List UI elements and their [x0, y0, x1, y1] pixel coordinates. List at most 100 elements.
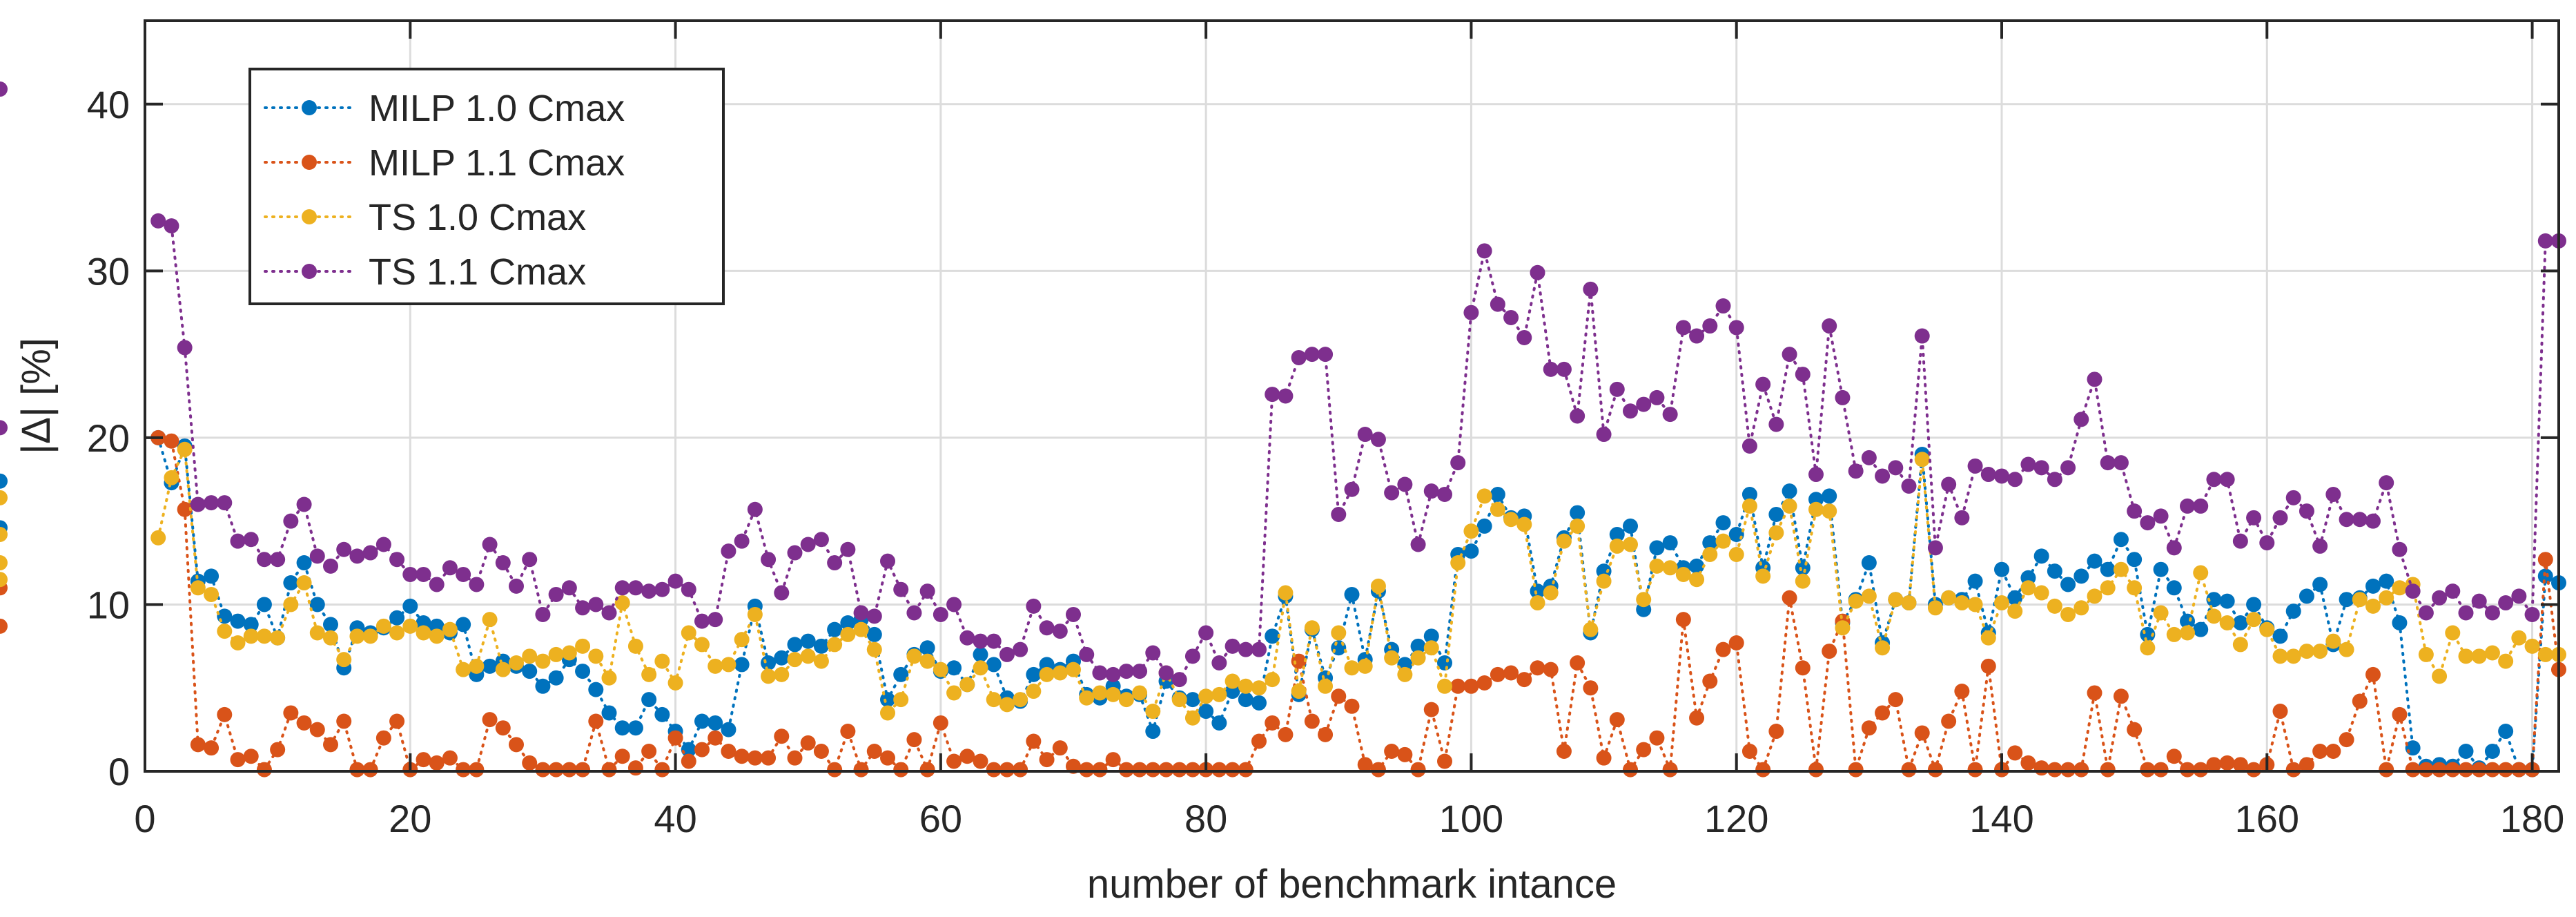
y-tick-label: 20 — [87, 416, 130, 460]
data-point — [1689, 710, 1705, 726]
data-point — [2113, 532, 2129, 548]
data-point — [1649, 558, 1665, 574]
data-point — [880, 553, 895, 569]
data-point — [1171, 672, 1187, 688]
data-point — [2087, 588, 2102, 604]
data-point — [2193, 565, 2209, 581]
data-point — [1596, 573, 1612, 589]
data-point — [2047, 472, 2062, 488]
data-point — [973, 633, 988, 649]
data-point — [2432, 590, 2448, 606]
data-point — [1822, 644, 1837, 659]
data-point — [2471, 762, 2487, 778]
data-point — [2100, 762, 2116, 778]
data-point — [1795, 560, 1811, 576]
data-point — [164, 433, 179, 449]
data-point — [933, 715, 948, 731]
data-point — [1848, 593, 1864, 609]
data-point — [959, 677, 975, 693]
data-point — [1224, 673, 1240, 689]
data-point — [2524, 638, 2540, 654]
data-point — [217, 495, 233, 511]
data-point — [1941, 476, 1957, 492]
data-point — [1649, 389, 1665, 405]
data-point — [667, 730, 683, 746]
x-tick-label: 80 — [1184, 797, 1227, 840]
data-point — [1437, 753, 1452, 769]
data-point — [1105, 666, 1121, 682]
data-point — [1118, 692, 1134, 708]
x-tick-label: 60 — [919, 797, 962, 840]
data-point — [1662, 407, 1678, 423]
data-point — [429, 628, 445, 644]
data-point — [2219, 593, 2235, 609]
data-point — [2180, 625, 2195, 641]
data-point — [1530, 264, 1545, 280]
data-point — [1490, 666, 1505, 682]
data-point — [708, 612, 723, 628]
data-point — [1291, 653, 1307, 669]
data-point — [204, 495, 219, 511]
data-point — [1052, 665, 1068, 681]
data-point — [362, 628, 378, 644]
data-point — [1039, 620, 1055, 636]
data-point — [0, 490, 8, 505]
data-point — [1238, 762, 1253, 778]
data-point — [1437, 487, 1452, 503]
data-point — [2206, 757, 2222, 773]
data-point — [1013, 692, 1028, 708]
data-point — [2484, 762, 2500, 778]
data-point — [217, 624, 233, 639]
data-point — [654, 653, 670, 669]
data-point — [800, 735, 816, 751]
data-point — [1768, 724, 1784, 740]
data-point — [1238, 678, 1253, 694]
data-point — [1861, 588, 1877, 604]
data-point — [2007, 472, 2023, 488]
data-point — [774, 650, 790, 666]
data-point — [1158, 665, 1174, 681]
data-point — [853, 605, 869, 621]
data-point — [323, 737, 338, 753]
data-point — [296, 496, 312, 512]
data-point — [1570, 518, 1585, 534]
data-point — [973, 753, 988, 769]
data-point — [2352, 693, 2368, 709]
data-point — [1318, 726, 1334, 742]
x-axis-label: number of benchmark intance — [1087, 862, 1617, 907]
data-point — [1476, 488, 1492, 504]
data-point — [1423, 628, 1439, 644]
data-point — [1980, 467, 1996, 483]
data-point — [2232, 757, 2248, 773]
data-point — [1476, 243, 1492, 259]
data-point — [1662, 535, 1678, 551]
data-point — [2325, 487, 2341, 503]
data-point — [1927, 540, 1943, 556]
data-point — [442, 560, 458, 576]
data-point — [2471, 648, 2487, 664]
data-point — [654, 762, 670, 778]
data-point — [1609, 538, 1625, 554]
series-ts-1-0-cmax — [0, 441, 2566, 726]
data-point — [2060, 606, 2076, 622]
data-point — [787, 750, 803, 766]
data-point — [946, 685, 962, 701]
data-point — [2033, 760, 2049, 776]
data-point — [1331, 507, 1347, 523]
data-point — [1649, 540, 1665, 556]
data-point — [1490, 487, 1505, 503]
data-point — [2339, 732, 2354, 748]
data-point — [270, 742, 286, 757]
data-point — [2379, 573, 2394, 589]
data-point — [1423, 640, 1439, 656]
data-point — [1052, 740, 1068, 756]
data-point — [2352, 592, 2368, 608]
data-point — [1822, 503, 1837, 519]
data-point — [1636, 592, 1652, 608]
data-point — [1198, 688, 1214, 704]
data-point — [190, 580, 206, 596]
data-point — [535, 678, 551, 694]
data-point — [2140, 640, 2156, 656]
data-point — [1463, 523, 1479, 539]
